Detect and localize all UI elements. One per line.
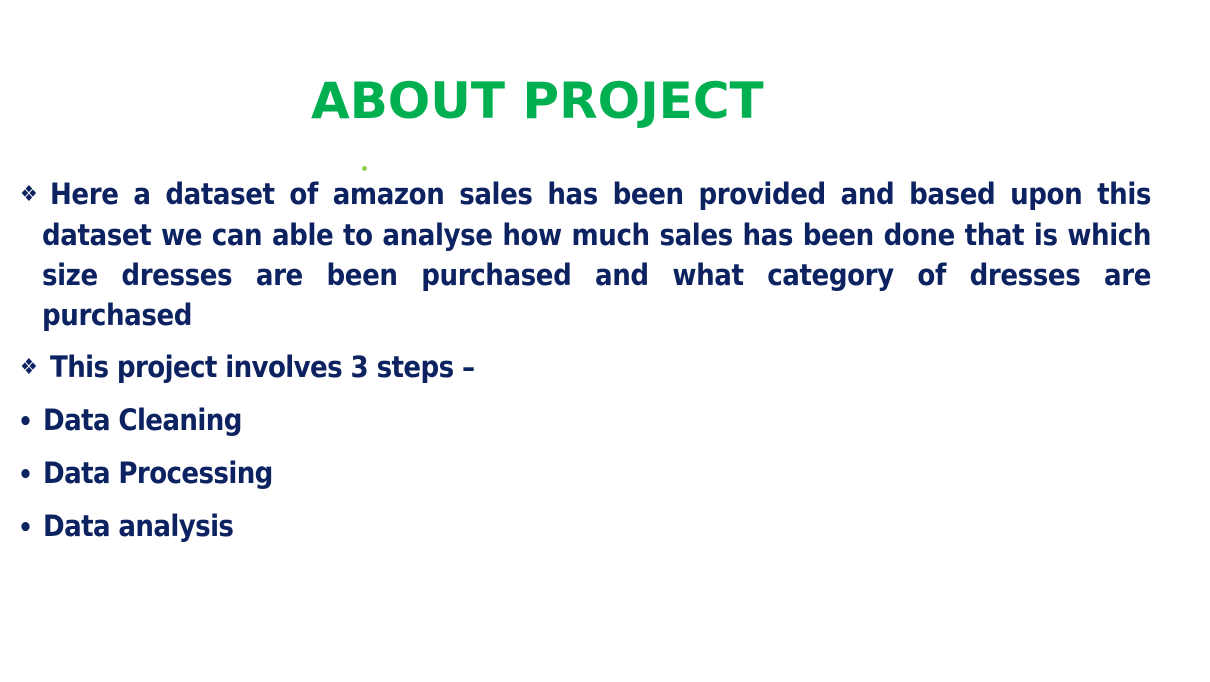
project-description: ❖ Here a dataset of amazon sales has been…	[20, 174, 1151, 335]
list-item: • Data analysis	[18, 506, 273, 559]
list-item: • Data Processing	[18, 453, 273, 506]
description-line: purchased	[42, 298, 193, 332]
bullet-icon: •	[18, 513, 33, 543]
steps-intro: ❖ This project involves 3 steps –	[20, 347, 475, 388]
description-line: size dresses are been purchased and what…	[42, 258, 1151, 292]
description-line-text: Here a dataset of amazon sales has been …	[50, 177, 1151, 211]
slide-title: ABOUT PROJECT	[311, 72, 764, 130]
description-line: ❖ Here a dataset of amazon sales has been…	[20, 174, 1151, 215]
step-label: Data Processing	[43, 456, 273, 490]
steps-list: • Data Cleaning • Data Processing • Data an…	[18, 400, 273, 559]
step-label: Data Cleaning	[43, 403, 242, 437]
step-label: Data analysis	[43, 509, 234, 543]
bullet-icon: •	[18, 407, 33, 437]
diamond-bullet-icon: ❖	[20, 355, 38, 380]
bullet-icon: •	[18, 460, 33, 490]
description-line: dataset we can able to analyse how much …	[42, 218, 1151, 252]
list-item: • Data Cleaning	[18, 400, 273, 453]
diamond-bullet-icon: ❖	[20, 182, 38, 207]
accent-dot	[362, 166, 367, 171]
steps-intro-text: This project involves 3 steps –	[50, 350, 475, 384]
